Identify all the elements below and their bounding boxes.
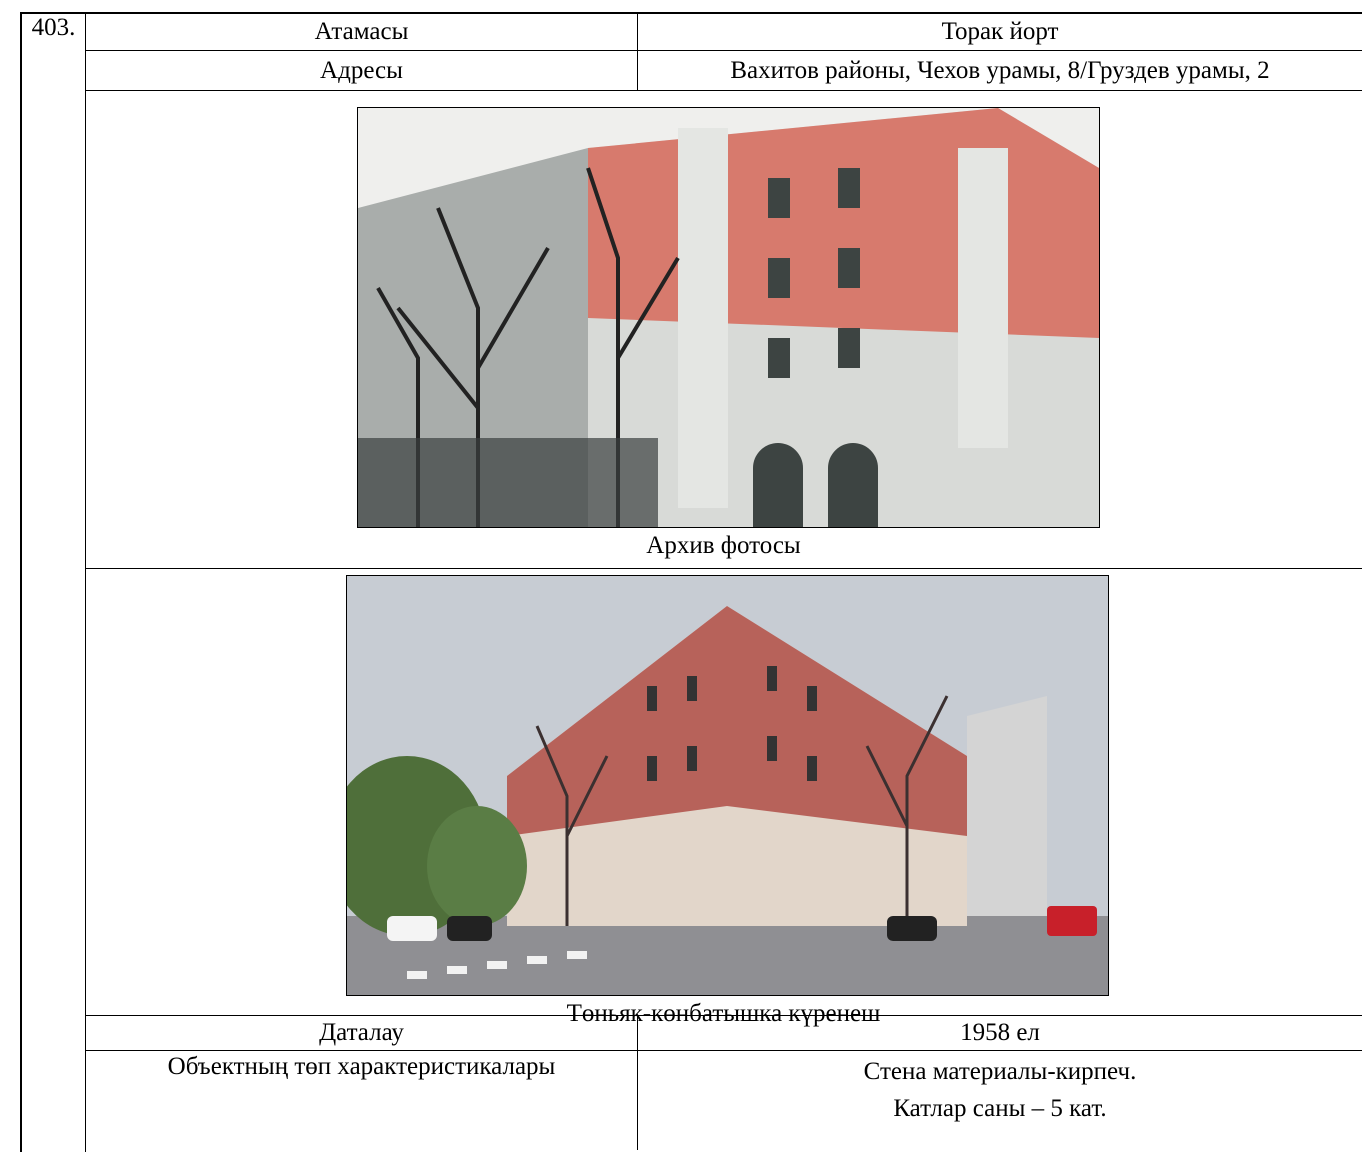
row-value-line: Катлар саны – 5 кат. bbox=[893, 1095, 1107, 1122]
row-label: Атамасы bbox=[314, 18, 409, 45]
value-cell: Вахитов районы, Чехов урамы, 8/Груздев у… bbox=[637, 50, 1362, 91]
current-photo bbox=[346, 575, 1109, 996]
number-cell: 403. bbox=[20, 12, 86, 1152]
photo-caption: Төньяк-көнбатышка күренеш bbox=[566, 1000, 881, 1027]
label-cell: Атамасы bbox=[85, 12, 638, 51]
value-cell: 1958 ел bbox=[637, 1015, 1362, 1051]
value-cell: Торак йорт bbox=[637, 12, 1362, 51]
photo-caption: Архив фотосы bbox=[646, 532, 801, 559]
row-label: Объектның төп характеристикалары bbox=[167, 1053, 556, 1080]
row-value: Вахитов районы, Чехов урамы, 8/Груздев у… bbox=[730, 56, 1270, 84]
label-cell: Объектның төп характеристикалары bbox=[85, 1050, 638, 1150]
row-value-line: Стена материалы-кирпеч. bbox=[863, 1058, 1137, 1085]
archive-photo bbox=[357, 107, 1100, 528]
row-label: Даталау bbox=[319, 1019, 404, 1046]
row-value: Торак йорт bbox=[941, 18, 1059, 45]
label-cell: Адресы bbox=[85, 50, 638, 91]
row-label: Адресы bbox=[320, 56, 403, 84]
row-value: 1958 ел bbox=[960, 1019, 1040, 1046]
value-cell: Стена материалы-кирпеч. Катлар саны – 5 … bbox=[637, 1050, 1362, 1150]
entry-number: 403. bbox=[31, 14, 76, 41]
label-cell: Даталау bbox=[85, 1015, 638, 1051]
